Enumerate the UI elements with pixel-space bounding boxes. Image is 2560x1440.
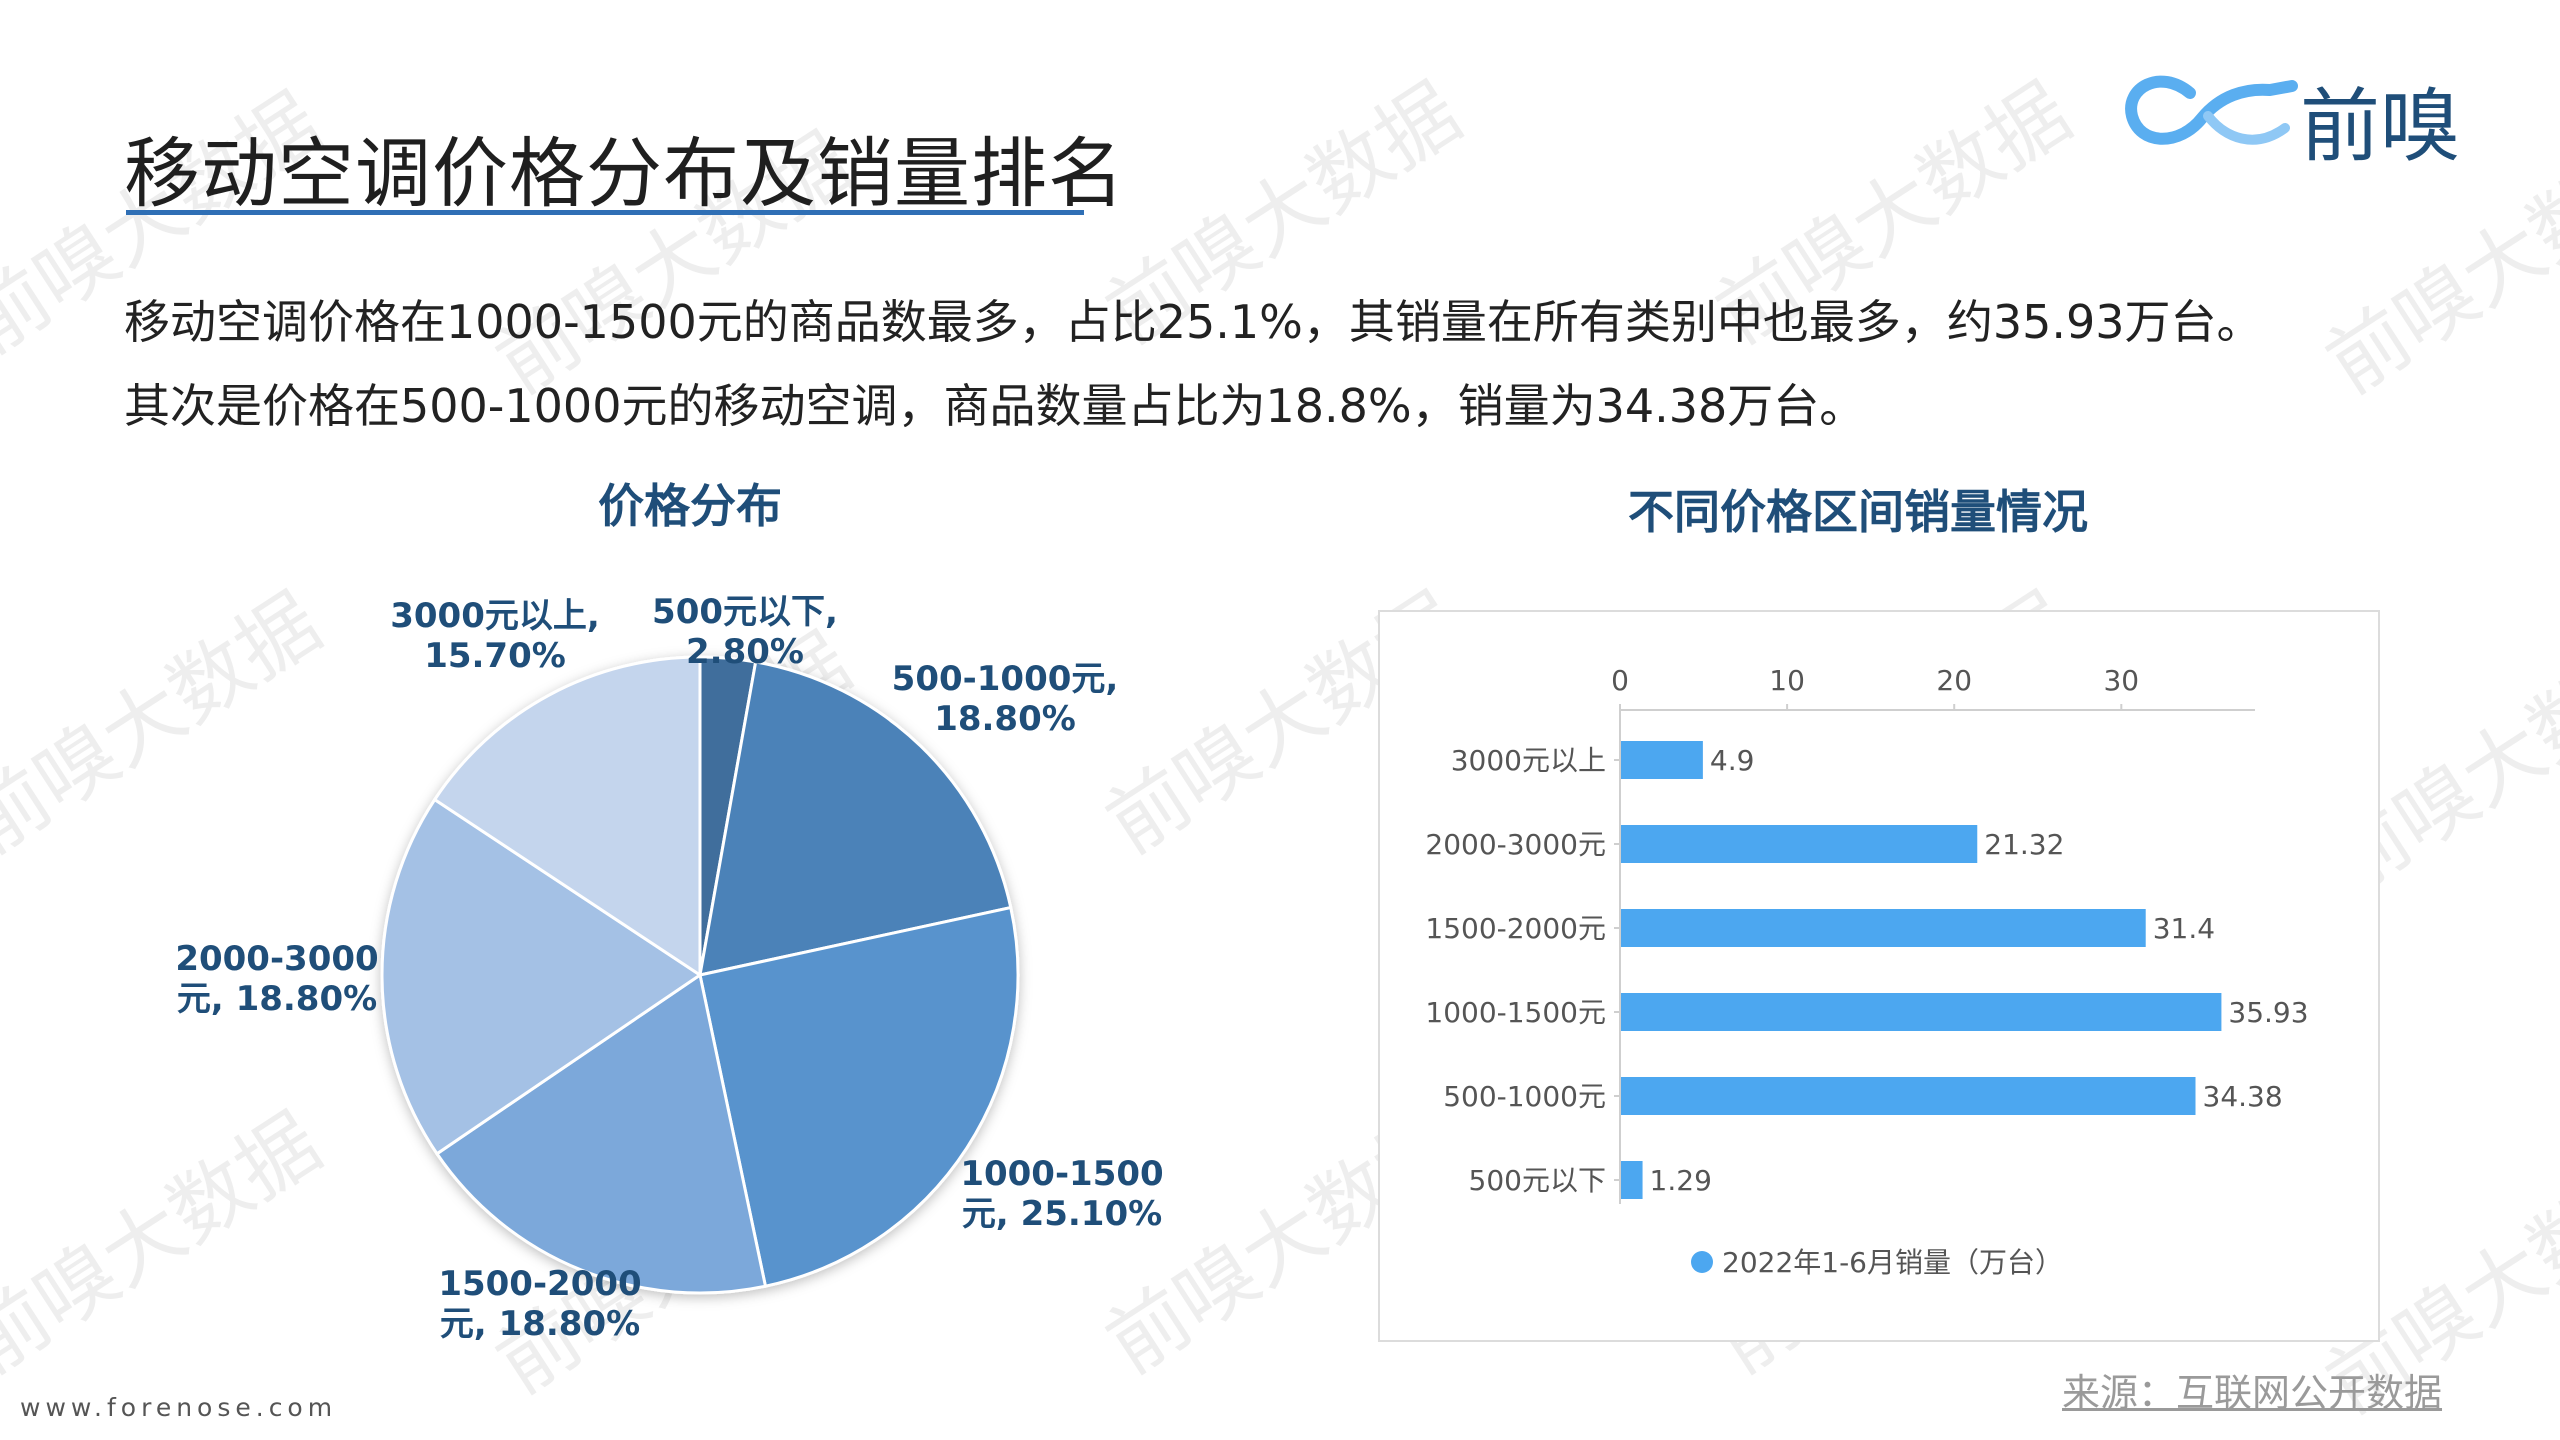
summary-line-2: 其次是价格在500-1000元的移动空调，商品数量占比为18.8%，销量为34.…	[124, 379, 1866, 433]
website-url: www.forenose.com	[20, 1393, 338, 1422]
page-title: 移动空调价格分布及销量排名	[124, 129, 1125, 218]
pie-chart-title: 价格分布	[598, 479, 782, 533]
bar-value-label-3: 35.93	[2228, 996, 2308, 1029]
title-underline	[126, 210, 1084, 215]
bar-1	[1621, 825, 1978, 863]
bar-5	[1621, 1161, 1643, 1199]
x-tick-label-3: 30	[2103, 664, 2139, 697]
logo-icon	[2120, 58, 2300, 172]
summary-line-1: 移动空调价格在1000-1500元的商品数最多，占比25.1%，其销量在所有类别…	[124, 295, 2263, 349]
source-note[interactable]: 来源：互联网公开数据	[2062, 1371, 2443, 1415]
pie-label-1: 500-1000元, 18.80%	[892, 659, 1119, 739]
legend-marker	[1691, 1251, 1713, 1273]
bar-value-label-4: 34.38	[2203, 1080, 2283, 1113]
pie-label-5: 3000元以上, 15.70%	[390, 596, 600, 676]
pie-slice-1	[698, 660, 1013, 977]
bar-chart-title: 不同价格区间销量情况	[1628, 485, 2088, 539]
y-category-label-3: 1000-1500元	[1425, 996, 1606, 1029]
y-category-label-1: 2000-3000元	[1425, 828, 1606, 861]
pie-label-4: 2000-3000 元, 18.80%	[175, 939, 378, 1019]
bar-chart-frame: 0 10 20 30 3000元以上 4.9 2000-3000元 21.32 1500-200…	[1378, 610, 2380, 1342]
bar-value-label-1: 21.32	[1984, 828, 2064, 861]
y-category-label-0: 3000元以上	[1451, 744, 1606, 777]
x-tick-label-2: 20	[1936, 664, 1972, 697]
pie-slice-4	[380, 797, 703, 1156]
bar-3	[1621, 993, 2222, 1031]
pie-slice-5	[432, 655, 702, 978]
bar-2	[1621, 909, 2146, 947]
pie-chart: 500元以下, 2.80% 500-1000元, 18.80% 1000-1500 元, …	[175, 592, 1163, 1344]
bar-value-label-2: 31.4	[2153, 912, 2215, 945]
y-category-label-2: 1500-2000元	[1425, 912, 1606, 945]
x-tick-label-1: 10	[1769, 664, 1805, 697]
logo-text: 前嗅	[2300, 80, 2460, 173]
pie-label-3: 1500-2000 元, 18.80%	[438, 1264, 641, 1344]
bar-chart: 0 10 20 30 3000元以上 4.9 2000-3000元 21.32 1500-200…	[1425, 664, 2308, 1279]
legend-label: 2022年1-6月销量（万台）	[1722, 1246, 2063, 1279]
y-category-label-5: 500元以下	[1469, 1164, 1606, 1197]
pie-slice-2	[698, 905, 1020, 1288]
pie-label-0: 500元以下, 2.80%	[652, 592, 838, 672]
bar-4	[1621, 1077, 2196, 1115]
bar-value-label-5: 1.29	[1650, 1164, 1712, 1197]
bar-0	[1621, 741, 1703, 779]
bar-value-label-0: 4.9	[1710, 744, 1755, 777]
y-category-label-4: 500-1000元	[1443, 1080, 1606, 1113]
pie-slice-3	[434, 972, 768, 1295]
x-tick-label-0: 0	[1611, 664, 1629, 697]
pie-label-2: 1000-1500 元, 25.10%	[960, 1154, 1163, 1234]
